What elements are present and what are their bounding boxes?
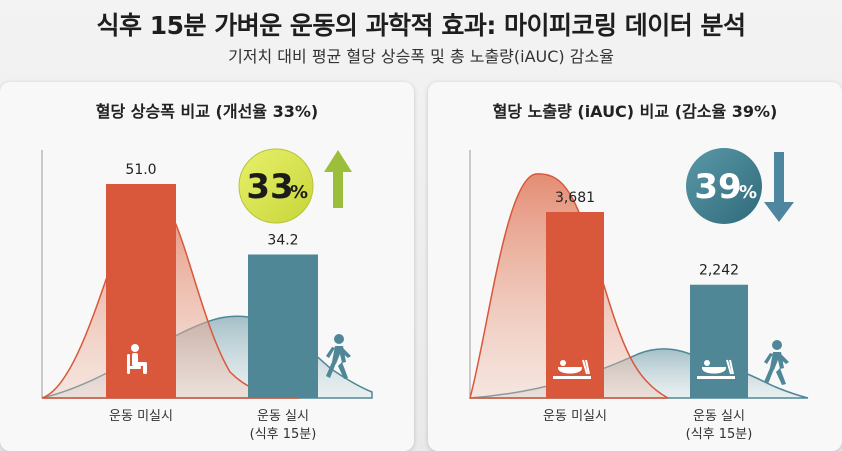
bar-exercise: [690, 284, 748, 398]
category-label-sub: (식후 15분): [686, 427, 753, 442]
bar-value-label: 51.0: [125, 162, 156, 178]
page-subtitle: 기저치 대비 평균 혈당 상승폭 및 총 노출량(iAUC) 감소율: [228, 47, 614, 66]
bar-value-label: 2,242: [699, 263, 739, 279]
chart-title: 혈당 상승폭 비교 (개선율 33%): [95, 102, 319, 121]
badge-number: 33: [246, 167, 293, 207]
category-label: 운동 실시: [257, 409, 309, 424]
walking-person-icon: [764, 340, 789, 385]
sitting-person-icon: [127, 344, 147, 374]
arrow-up-icon: [324, 150, 352, 208]
badge-unit: %: [290, 182, 308, 203]
bar-value-label: 3,681: [555, 190, 595, 206]
page-title: 식후 15분 가벼운 운동의 과학적 효과: 마이피코링 데이터 분석: [96, 11, 746, 40]
category-label: 운동 미실시: [109, 409, 173, 424]
badge-unit: %: [739, 182, 757, 203]
badge-number: 39: [694, 167, 741, 207]
arrow-down-icon: [764, 152, 794, 222]
bar-exercise: [248, 254, 318, 398]
chart-panel-iauc: 혈당 노출량 (iAUC) 비교 (감소율 39%) 3,681 2,242: [428, 82, 842, 451]
reduction-badge: [686, 148, 762, 224]
walking-person-icon: [326, 334, 351, 379]
bar-value-label: 34.2: [267, 232, 298, 248]
iauc-chart-svg: 3,681 2,242 39 %: [469, 148, 809, 442]
improvement-badge: [238, 148, 314, 224]
meal-icon: [553, 359, 591, 379]
chart-panel-peak: 혈당 상승폭 비교 (개선율 33%) 51.0 34.2: [0, 82, 414, 451]
meal-icon: [697, 359, 735, 379]
category-label: 운동 미실시: [543, 409, 607, 424]
chart-title: 혈당 노출량 (iAUC) 비교 (감소율 39%): [492, 102, 778, 121]
category-label-sub: (식후 15분): [250, 427, 317, 442]
peak-chart-svg: 51.0 34.2 33 % 운동 미실시 운동 실시 (식후 15분): [41, 148, 373, 442]
category-label: 운동 실시: [693, 409, 745, 424]
